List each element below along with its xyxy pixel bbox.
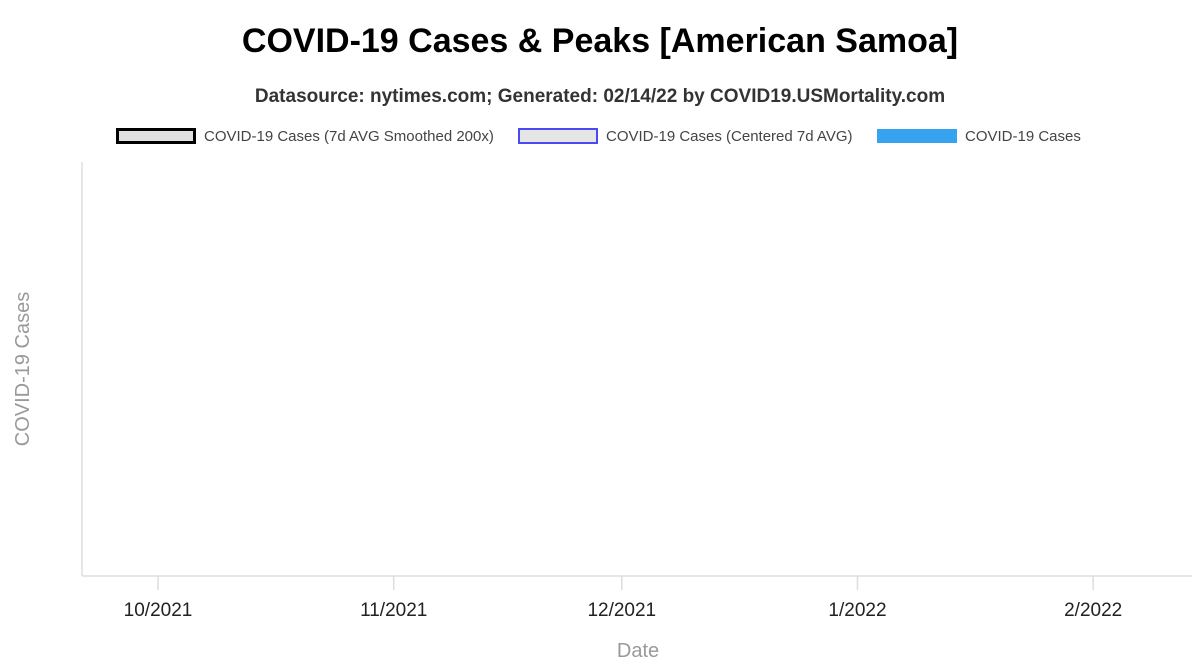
chart-subtitle: Datasource: nytimes.com; Generated: 02/1… (254, 86, 946, 107)
legend-item-smoothed[interactable]: COVID-19 Cases (7d AVG Smoothed 200x) (116, 126, 494, 146)
x-axis-label: Date (617, 640, 659, 662)
x-tick-label: 1/2022 (828, 600, 886, 621)
legend-item-cases[interactable]: COVID-19 Cases (877, 126, 1081, 146)
legend: COVID-19 Cases (7d AVG Smoothed 200x) CO… (0, 126, 1200, 146)
x-tick-label: 11/2021 (360, 600, 427, 621)
x-tick-group: 10/2021 11/2021 12/2021 1/2022 2/2022 (124, 576, 1122, 621)
legend-swatch-smoothed (116, 128, 196, 144)
x-tick-label: 12/2021 (587, 600, 656, 621)
y-axis-label: COVID-19 Cases (12, 292, 34, 447)
legend-label-centered: COVID-19 Cases (Centered 7d AVG) (606, 127, 853, 145)
x-tick-label: 2/2022 (1064, 600, 1122, 621)
legend-item-centered[interactable]: COVID-19 Cases (Centered 7d AVG) (518, 126, 853, 146)
chart-title: COVID-19 Cases & Peaks [American Samoa] (241, 22, 959, 60)
x-tick-label: 10/2021 (124, 600, 193, 621)
legend-swatch-centered (518, 128, 598, 144)
legend-swatch-cases (877, 129, 957, 143)
legend-label-cases: COVID-19 Cases (965, 127, 1081, 145)
legend-label-smoothed: COVID-19 Cases (7d AVG Smoothed 200x) (204, 127, 494, 145)
